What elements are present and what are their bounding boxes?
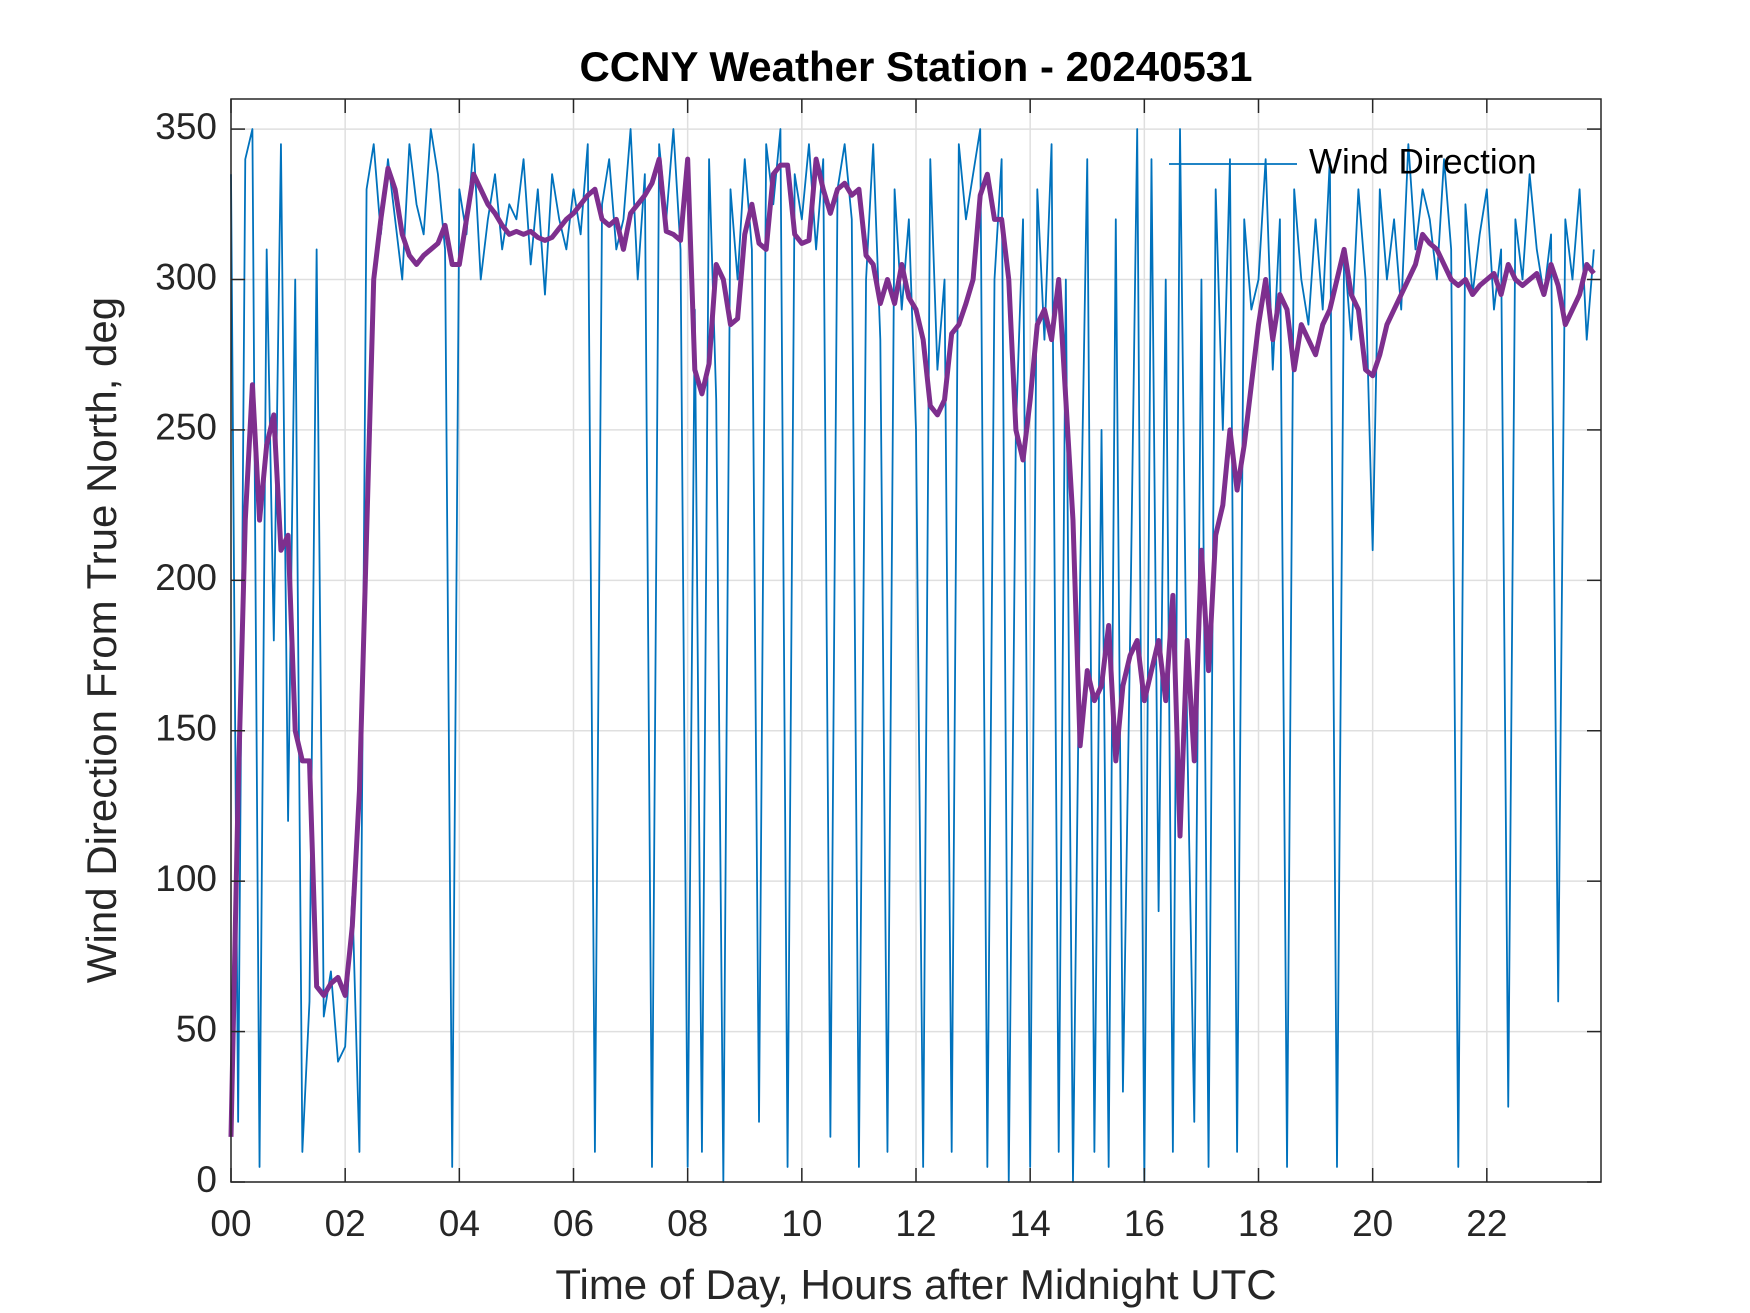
y-tick-label: 300 [155, 256, 217, 297]
x-tick-label: 14 [1010, 1203, 1051, 1244]
x-tick-label: 18 [1238, 1203, 1279, 1244]
y-tick-label: 250 [155, 407, 217, 448]
x-tick-label: 20 [1352, 1203, 1393, 1244]
x-tick-label: 10 [781, 1203, 822, 1244]
x-tick-label: 08 [667, 1203, 708, 1244]
series-layer [228, 128, 1596, 1183]
x-tick-label: 00 [210, 1203, 251, 1244]
y-tick-label: 350 [155, 106, 217, 147]
x-tick-label: 12 [895, 1203, 936, 1244]
x-tick-label: 16 [1124, 1203, 1165, 1244]
x-tick-label: 02 [325, 1203, 366, 1244]
x-axis-label: Time of Day, Hours after Midnight UTC [555, 1261, 1276, 1308]
y-tick-label: 0 [196, 1159, 217, 1200]
y-tick-label: 150 [155, 708, 217, 749]
x-tick-label: 06 [553, 1203, 594, 1244]
data-line [228, 156, 1596, 1137]
legend-label: Wind Direction [1309, 142, 1537, 181]
x-tick-label: 22 [1466, 1203, 1507, 1244]
y-tick-label: 200 [155, 557, 217, 598]
chart-title: CCNY Weather Station - 20240531 [579, 43, 1252, 90]
x-tick-label: 04 [439, 1203, 480, 1244]
y-tick-label: 50 [176, 1008, 217, 1049]
data-line [230, 128, 1595, 1183]
y-tick-label: 100 [155, 858, 217, 899]
y-axis-label: Wind Direction From True North, deg [78, 297, 125, 983]
